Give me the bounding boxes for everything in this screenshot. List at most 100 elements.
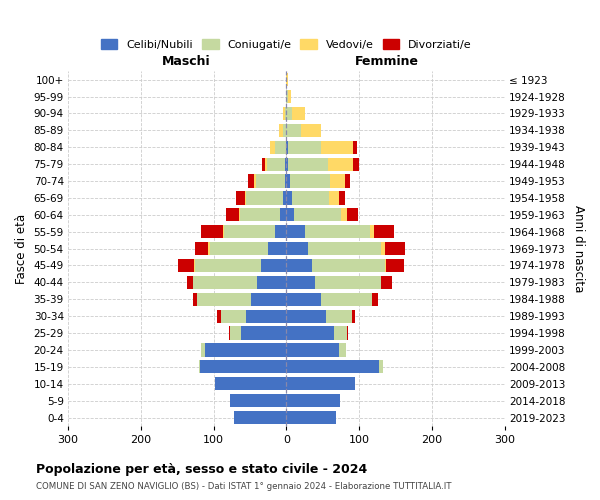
Bar: [292, 107, 305, 120]
Bar: [347, 326, 348, 340]
Bar: [246, 192, 283, 204]
Bar: [283, 107, 285, 120]
Bar: [290, 174, 330, 188]
Bar: [286, 360, 379, 374]
Bar: [208, 242, 210, 255]
Bar: [286, 242, 308, 255]
Bar: [330, 174, 344, 188]
Bar: [254, 174, 256, 188]
Bar: [344, 174, 350, 188]
Bar: [326, 310, 352, 323]
Bar: [370, 225, 374, 238]
Bar: [285, 107, 286, 120]
Bar: [262, 158, 265, 170]
Bar: [321, 292, 372, 306]
Legend: Celibi/Nubili, Coniugati/e, Vedovi/e, Divorziati/e: Celibi/Nubili, Coniugati/e, Vedovi/e, Di…: [97, 36, 475, 54]
Bar: [245, 192, 246, 204]
Bar: [353, 140, 357, 154]
Bar: [286, 377, 355, 390]
Bar: [286, 225, 305, 238]
Bar: [210, 242, 268, 255]
Bar: [312, 259, 385, 272]
Bar: [266, 158, 285, 170]
Bar: [223, 225, 224, 238]
Text: Maschi: Maschi: [161, 54, 210, 68]
Bar: [286, 310, 326, 323]
Bar: [178, 259, 194, 272]
Bar: [286, 174, 290, 188]
Bar: [283, 124, 286, 137]
Bar: [187, 276, 193, 289]
Bar: [341, 208, 347, 222]
Bar: [193, 292, 197, 306]
Bar: [197, 292, 251, 306]
Bar: [374, 225, 394, 238]
Bar: [229, 326, 230, 340]
Bar: [352, 310, 355, 323]
Bar: [286, 344, 339, 356]
Bar: [241, 208, 280, 222]
Bar: [269, 140, 275, 154]
Bar: [293, 208, 341, 222]
Bar: [268, 242, 286, 255]
Bar: [251, 292, 286, 306]
Text: Popolazione per età, sesso e stato civile - 2024: Popolazione per età, sesso e stato civil…: [36, 463, 367, 476]
Bar: [201, 344, 205, 356]
Bar: [386, 259, 404, 272]
Bar: [320, 140, 353, 154]
Bar: [193, 276, 257, 289]
Bar: [224, 225, 275, 238]
Bar: [286, 326, 334, 340]
Bar: [199, 360, 200, 374]
Bar: [286, 208, 293, 222]
Bar: [316, 276, 381, 289]
Bar: [286, 90, 288, 103]
Bar: [334, 326, 347, 340]
Bar: [234, 411, 286, 424]
Bar: [261, 259, 286, 272]
Text: COMUNE DI SAN ZENO NAVIGLIO (BS) - Dati ISTAT 1° gennaio 2024 - Elaborazione TUT: COMUNE DI SAN ZENO NAVIGLIO (BS) - Dati …: [36, 482, 452, 491]
Bar: [248, 174, 254, 188]
Bar: [288, 158, 328, 170]
Bar: [280, 208, 286, 222]
Bar: [265, 158, 266, 170]
Bar: [305, 225, 370, 238]
Bar: [286, 394, 340, 407]
Bar: [196, 259, 261, 272]
Bar: [385, 259, 386, 272]
Bar: [217, 310, 221, 323]
Bar: [275, 140, 286, 154]
Bar: [241, 326, 286, 340]
Bar: [239, 208, 241, 222]
Bar: [230, 326, 241, 340]
Bar: [286, 276, 316, 289]
Bar: [372, 292, 378, 306]
Y-axis label: Anni di nascita: Anni di nascita: [572, 205, 585, 292]
Bar: [286, 192, 292, 204]
Bar: [286, 259, 312, 272]
Bar: [215, 377, 286, 390]
Bar: [381, 276, 392, 289]
Bar: [286, 292, 321, 306]
Bar: [279, 124, 283, 137]
Bar: [353, 158, 359, 170]
Bar: [379, 360, 383, 374]
Bar: [200, 360, 286, 374]
Bar: [381, 242, 385, 255]
Bar: [257, 276, 286, 289]
Bar: [230, 394, 286, 407]
Bar: [328, 158, 353, 170]
Bar: [286, 107, 292, 120]
Bar: [286, 140, 288, 154]
Bar: [288, 140, 320, 154]
Bar: [283, 192, 286, 204]
Bar: [301, 124, 321, 137]
Text: Femmine: Femmine: [355, 54, 419, 68]
Bar: [308, 242, 381, 255]
Bar: [196, 242, 208, 255]
Bar: [288, 90, 292, 103]
Y-axis label: Fasce di età: Fasce di età: [15, 214, 28, 284]
Bar: [226, 208, 239, 222]
Bar: [285, 158, 286, 170]
Bar: [236, 192, 245, 204]
